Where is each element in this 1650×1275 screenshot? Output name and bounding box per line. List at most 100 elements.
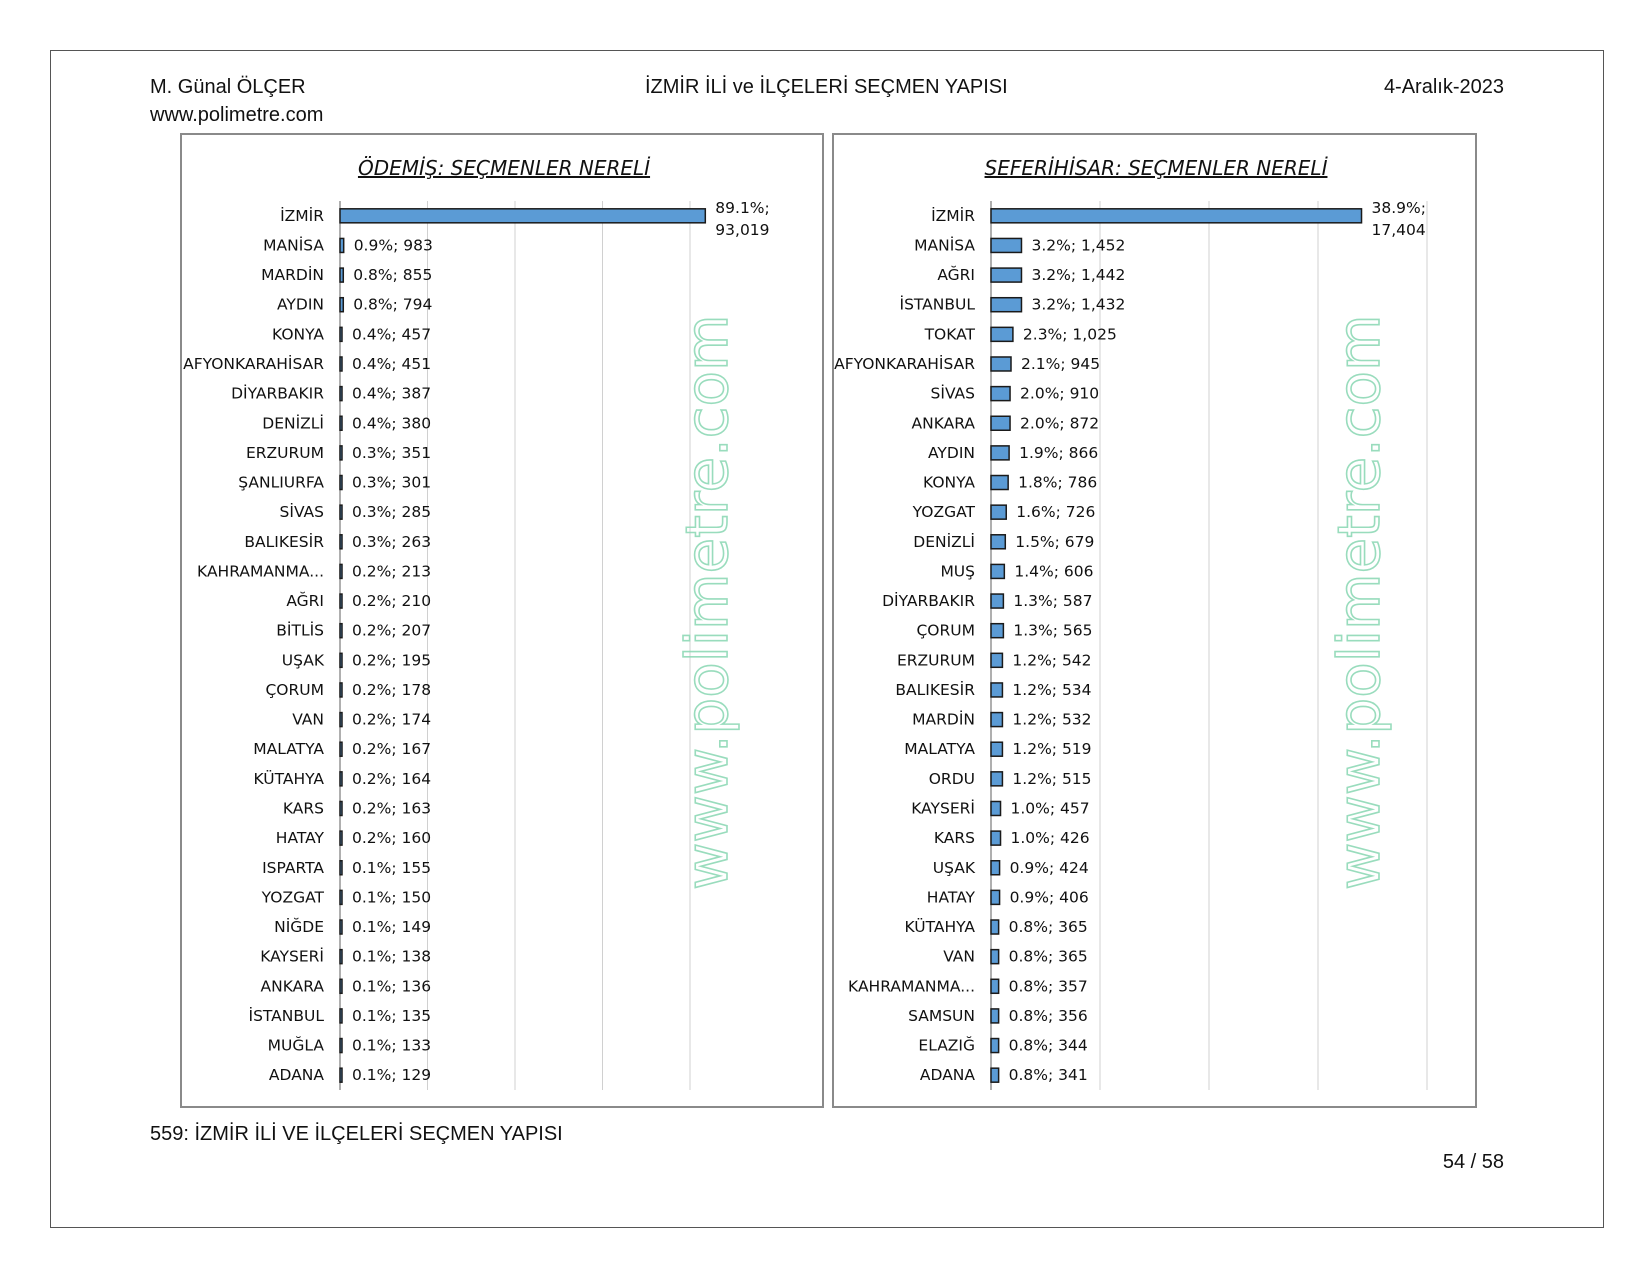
data-label: 1.6%; 726 (1016, 503, 1095, 521)
data-label: 38.9%; (1372, 199, 1426, 217)
category-label: KARS (934, 829, 975, 847)
bar (990, 800, 1002, 817)
bar (339, 1008, 343, 1024)
watermark-text: www.polimetre.com (673, 315, 741, 890)
bar (339, 296, 345, 313)
category-label: KÜTAHYA (254, 769, 325, 788)
category-label: İSTANBUL (900, 295, 976, 314)
data-label: 0.2%; 207 (352, 622, 431, 640)
watermark-text: www.polimetre.com (1325, 315, 1393, 890)
bar (339, 948, 343, 965)
category-label: KAHRAMANMA... (197, 562, 324, 580)
data-label: 0.8%; 341 (1009, 1066, 1088, 1084)
data-label: 0.2%; 195 (352, 651, 431, 669)
data-label: 93,019 (715, 221, 769, 239)
category-label: DİYARBAKIR (882, 591, 975, 610)
bar (339, 326, 343, 343)
category-label: VAN (943, 948, 975, 966)
data-label: 0.4%; 380 (352, 414, 431, 432)
bar (990, 771, 1004, 787)
data-label: 0.1%; 155 (352, 859, 431, 877)
data-label: 17,404 (1372, 221, 1426, 239)
bar (339, 237, 345, 254)
category-label: KÜTAHYA (905, 917, 976, 936)
data-label: 1.5%; 679 (1015, 533, 1094, 551)
category-label: YOZGAT (261, 888, 325, 906)
data-label: 1.4%; 606 (1014, 562, 1093, 580)
category-label: SİVAS (931, 384, 975, 403)
data-label: 1.2%; 534 (1012, 681, 1091, 699)
category-label: MANİSA (263, 235, 324, 254)
data-label: 2.0%; 872 (1020, 414, 1099, 432)
bar (339, 741, 343, 757)
category-label: ÇORUM (916, 622, 975, 640)
website-link[interactable]: www.polimetre.com (150, 104, 324, 126)
data-label: 2.0%; 910 (1020, 385, 1099, 403)
bar (339, 415, 343, 431)
data-label: 1.8%; 786 (1018, 474, 1097, 492)
data-label: 0.2%; 178 (352, 681, 431, 699)
bar (990, 356, 1012, 372)
bar (990, 237, 1023, 254)
category-label: AFYONKARAHİSAR (183, 354, 324, 373)
bar (990, 593, 1005, 609)
bar (339, 474, 343, 491)
bar (990, 208, 1363, 224)
bar (339, 208, 707, 224)
data-label: 0.8%; 794 (353, 296, 432, 314)
category-label: HATAY (927, 888, 976, 906)
category-label: SAMSUN (908, 1007, 975, 1025)
figure-caption: 559: İZMİR İLİ VE İLÇELERİ SEÇMEN YAPISI (150, 1123, 563, 1145)
bar (990, 415, 1011, 431)
category-label: ADANA (269, 1066, 324, 1084)
category-label: NİĞDE (274, 917, 324, 936)
category-label: HATAY (276, 829, 325, 847)
category-label: BALIKESİR (244, 532, 324, 551)
report-date: 4-Aralık-2023 (1383, 76, 1504, 98)
page-number: 54 / 58 (1442, 1151, 1504, 1173)
bar (990, 474, 1009, 491)
chart-title: ÖDEMİŞ: SEÇMENLER NERELİ (358, 156, 651, 180)
bar (990, 296, 1023, 313)
data-label: 0.2%; 164 (352, 770, 431, 788)
category-label: KAYSERİ (911, 798, 975, 817)
report-title: İZMİR İLİ ve İLÇELERİ SEÇMEN YAPISI (645, 76, 1008, 98)
bar (990, 860, 1001, 876)
category-label: MANİSA (914, 235, 975, 254)
category-label: ORDU (929, 770, 975, 788)
category-label: KAYSERİ (260, 947, 324, 966)
data-label: 1.2%; 532 (1012, 711, 1091, 729)
data-label: 0.9%; 424 (1010, 859, 1089, 877)
category-label: AYDIN (928, 444, 975, 462)
bar (990, 385, 1011, 402)
category-label: ERZURUM (246, 444, 324, 462)
bar (339, 445, 343, 461)
bar (990, 919, 1000, 935)
data-label: 0.1%; 150 (352, 888, 431, 906)
category-label: AYDIN (277, 296, 324, 314)
category-label: KARS (283, 799, 324, 817)
data-label: 0.2%; 213 (352, 562, 431, 580)
category-label: BALIKESİR (895, 680, 975, 699)
bar (990, 830, 1002, 846)
data-label: 2.1%; 945 (1021, 355, 1100, 373)
data-label: 0.2%; 210 (352, 592, 431, 610)
data-label: 0.1%; 136 (352, 977, 431, 995)
data-label: 1.2%; 515 (1012, 770, 1091, 788)
bar (990, 1008, 1000, 1024)
page-frame (50, 50, 1604, 1228)
bar (990, 504, 1007, 520)
data-label: 3.2%; 1,432 (1031, 296, 1125, 314)
data-label: 0.2%; 167 (352, 740, 431, 758)
bar (990, 682, 1004, 698)
data-label: 0.3%; 351 (352, 444, 431, 462)
bar (990, 622, 1005, 639)
data-label: 0.2%; 174 (352, 711, 431, 729)
category-label: İZMİR (280, 206, 324, 225)
category-label: ÇORUM (265, 681, 324, 699)
category-label: KAHRAMANMA... (848, 977, 975, 995)
category-label: İSTANBUL (249, 1006, 325, 1025)
data-label: 0.4%; 451 (352, 355, 431, 373)
data-label: 0.9%; 983 (354, 236, 433, 254)
data-label: 2.3%; 1,025 (1023, 325, 1117, 343)
